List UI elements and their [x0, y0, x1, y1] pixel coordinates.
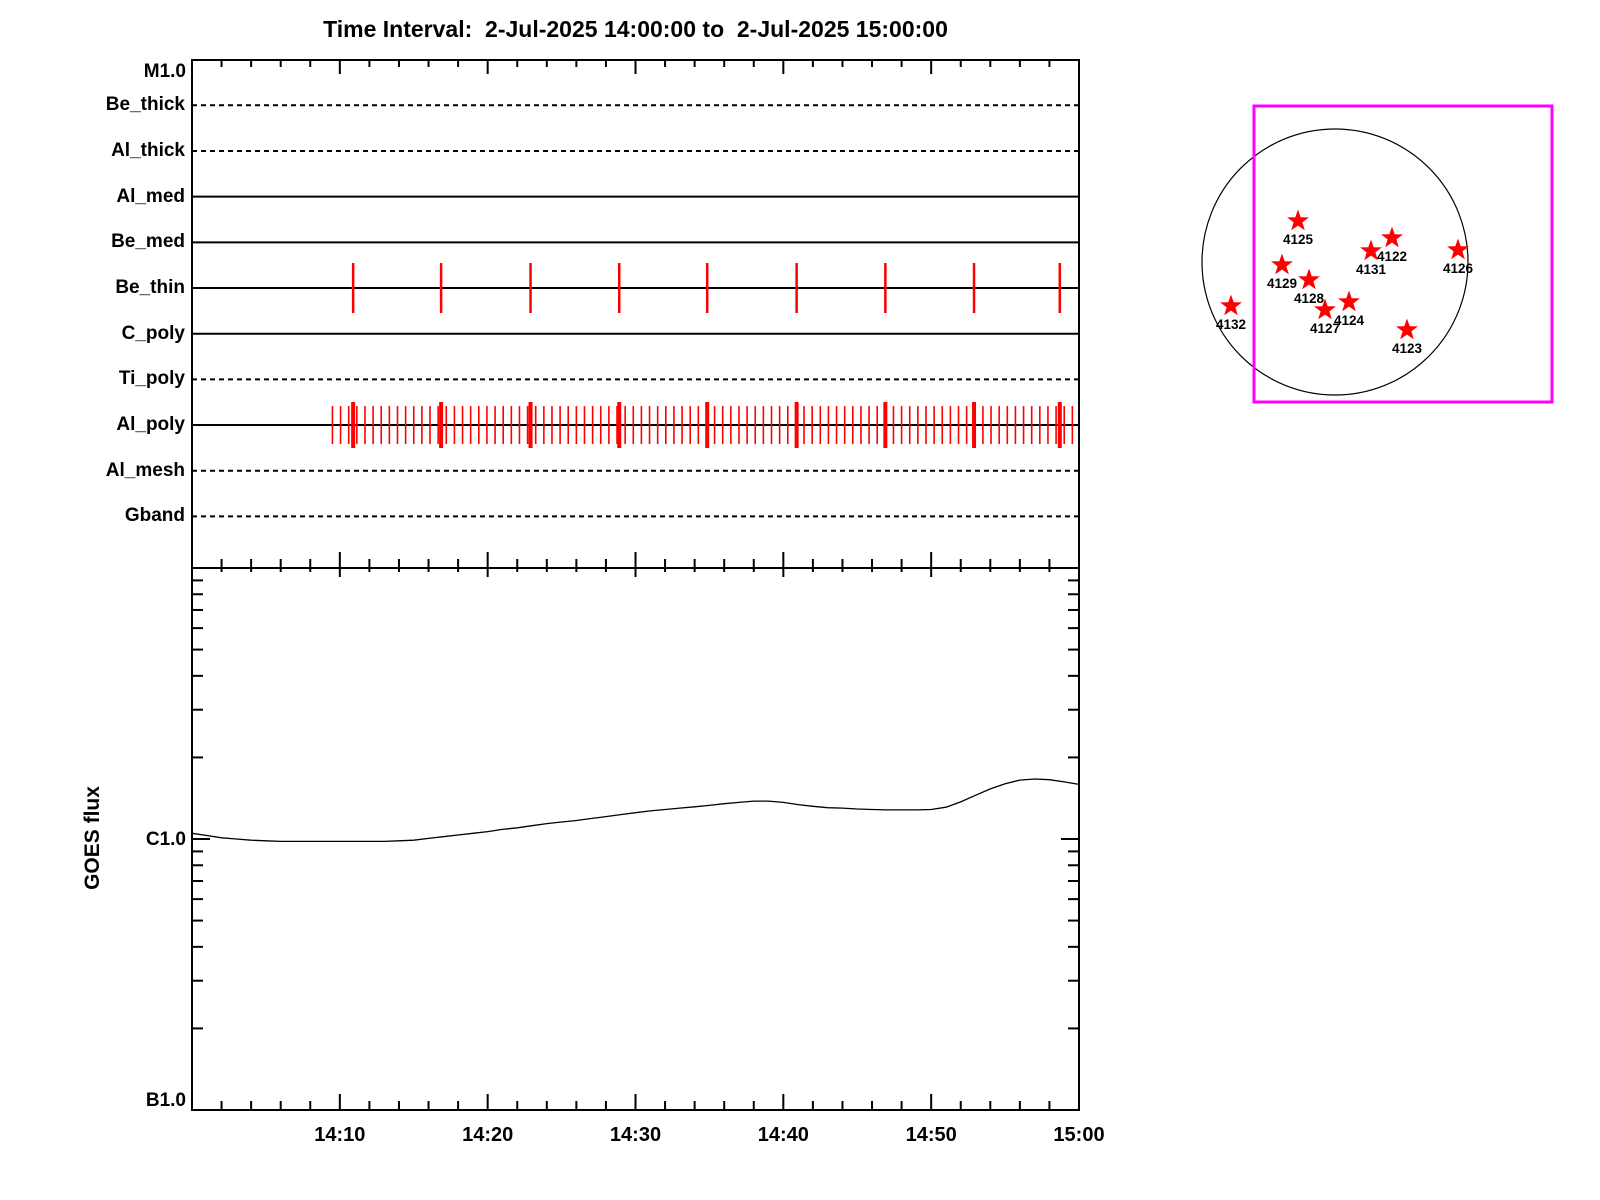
active-region-label-4123: 4123 — [1392, 341, 1423, 356]
active-region-label-4131: 4131 — [1356, 262, 1387, 277]
solar-disk — [1201, 128, 1469, 396]
channel-label-c_poly: C_poly — [121, 322, 185, 344]
active-region-star-4132 — [1220, 294, 1242, 316]
time-tick-label-14-20: 14:20 — [462, 1124, 514, 1146]
active-region-label-4126: 4126 — [1443, 261, 1474, 276]
active-region-star-4127 — [1314, 298, 1336, 320]
active-region-star-4126 — [1447, 238, 1469, 260]
active-region-label-4127: 4127 — [1310, 321, 1340, 336]
channel-label-al_thick: Al_thick — [111, 139, 185, 161]
time-axis-ticks — [220, 60, 1080, 1110]
active-region-label-4128: 4128 — [1294, 291, 1325, 306]
active-region-star-4122 — [1381, 226, 1403, 248]
goes-ytick-label-b-level: B1.0 — [145, 1090, 186, 1111]
active-region-star-4124 — [1338, 290, 1360, 312]
channel-label-ti_poly: Ti_poly — [118, 368, 185, 390]
time-tick-label-14-10: 14:10 — [314, 1124, 366, 1146]
time-tick-label-14-50: 14:50 — [905, 1124, 957, 1146]
active-region-star-4123 — [1396, 318, 1418, 340]
active-region-star-4131 — [1360, 239, 1382, 261]
exposure-majors-al_poly — [351, 402, 1062, 449]
filter-timeline-panel — [191, 59, 1080, 569]
field-of-view-box — [1252, 104, 1554, 404]
time-tick-label-14-30: 14:30 — [609, 1124, 662, 1146]
time-tick-label-14-40: 14:40 — [757, 1124, 809, 1146]
active-region-label-4124: 4124 — [1334, 313, 1365, 328]
channel-label-be_thin: Be_thin — [115, 277, 185, 299]
time-tick-label-15-00: 15:00 — [1053, 1124, 1105, 1146]
channel-label-al_med: Al_med — [116, 185, 185, 207]
active-region-label-4125: 4125 — [1283, 232, 1314, 247]
active-region-label-4129: 4129 — [1267, 276, 1297, 291]
channel-label-be_thick: Be_thick — [105, 94, 185, 116]
page-title: Time Interval: 2-Jul-2025 14:00:00 to 2-… — [323, 16, 948, 42]
active-region-star-4129 — [1271, 253, 1293, 275]
exposures-be_thin — [351, 263, 1062, 314]
goes-ytick-label-c-level: C1.0 — [145, 829, 186, 850]
goes-flux-curve — [191, 778, 1080, 843]
channel-label-al_mesh: Al_mesh — [105, 459, 185, 481]
channel-label-gband: Gband — [124, 505, 185, 527]
active-region-star-4128 — [1298, 268, 1320, 290]
goes-ytick-label-m-level: M1.0 — [143, 61, 186, 82]
goes-log-ticks — [192, 567, 1079, 1111]
active-region-star-4125 — [1287, 209, 1309, 231]
active-region-label-4132: 4132 — [1216, 317, 1246, 332]
channel-label-be_med: Be_med — [111, 231, 185, 253]
active-region-label-4122: 4122 — [1377, 249, 1407, 264]
goes-flux-panel — [191, 567, 1080, 1111]
channel-label-al_poly: Al_poly — [116, 414, 185, 436]
